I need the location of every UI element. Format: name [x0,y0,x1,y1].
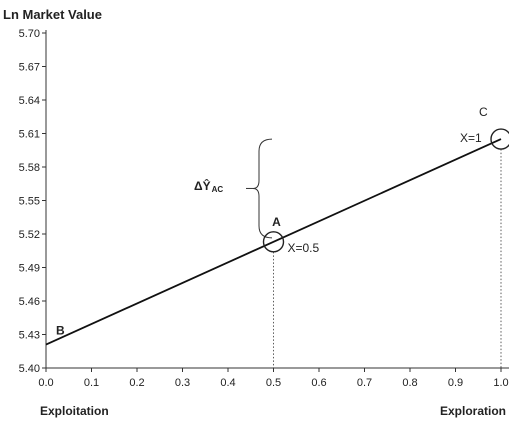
x-tick-label: 0.9 [448,377,463,389]
x-tick-label: 0.6 [311,377,326,389]
x-axis-right-label: Exploration [440,404,506,418]
x-tick-label: 0.2 [129,377,144,389]
y-tick-label: 5.40 [19,363,40,375]
y-tick-label: 5.52 [19,229,40,241]
y-tick-label: 5.70 [19,28,40,40]
point-markers: B A X=0.5 C X=1 [56,105,509,338]
delta-annotation-label: ΔŶAC [194,178,223,194]
point-value-a: X=0.5 [288,241,320,255]
y-tick-label: 5.43 [19,330,40,342]
y-tick-label: 5.49 [19,263,40,275]
y-axis-tick-labels: 5.70 5.67 5.64 5.61 5.58 5.55 5.52 5.49 5.46 5.43… [19,28,46,375]
point-marker-a [262,231,285,253]
point-label-c: C [479,105,488,119]
y-tick-label: 5.55 [19,196,40,208]
vertical-guide-lines [273,149,502,368]
point-label-b: B [56,324,65,338]
x-tick-label: 1.0 [493,377,508,389]
chart-title: Ln Market Value [3,7,102,22]
y-tick-label: 5.46 [19,296,40,308]
x-tick-label: 0.0 [38,377,53,389]
point-marker-c [490,128,509,150]
x-tick-label: 0.5 [266,377,281,389]
series-polyline [45,138,502,346]
point-value-c: X=1 [460,131,482,145]
x-tick-label: 0.1 [84,377,99,389]
series-line [45,138,502,346]
x-tick-label: 0.3 [175,377,190,389]
x-tick-label: 0.8 [402,377,417,389]
y-tick-label: 5.61 [19,129,40,141]
y-tick-label: 5.67 [19,62,40,74]
x-axis-left-label: Exploitation [40,404,109,418]
curly-brace [252,138,273,239]
x-axis-tick-labels: 0.0 0.1 0.2 0.3 0.4 0.5 0.6 0.7 0.8 0.9 1.0 [38,368,509,389]
delta-brace [246,138,273,239]
point-label-a: A [272,215,281,229]
x-tick-label: 0.4 [220,377,235,389]
x-tick-label: 0.7 [357,377,372,389]
y-tick-label: 5.58 [19,162,40,174]
y-tick-label: 5.64 [19,95,40,107]
